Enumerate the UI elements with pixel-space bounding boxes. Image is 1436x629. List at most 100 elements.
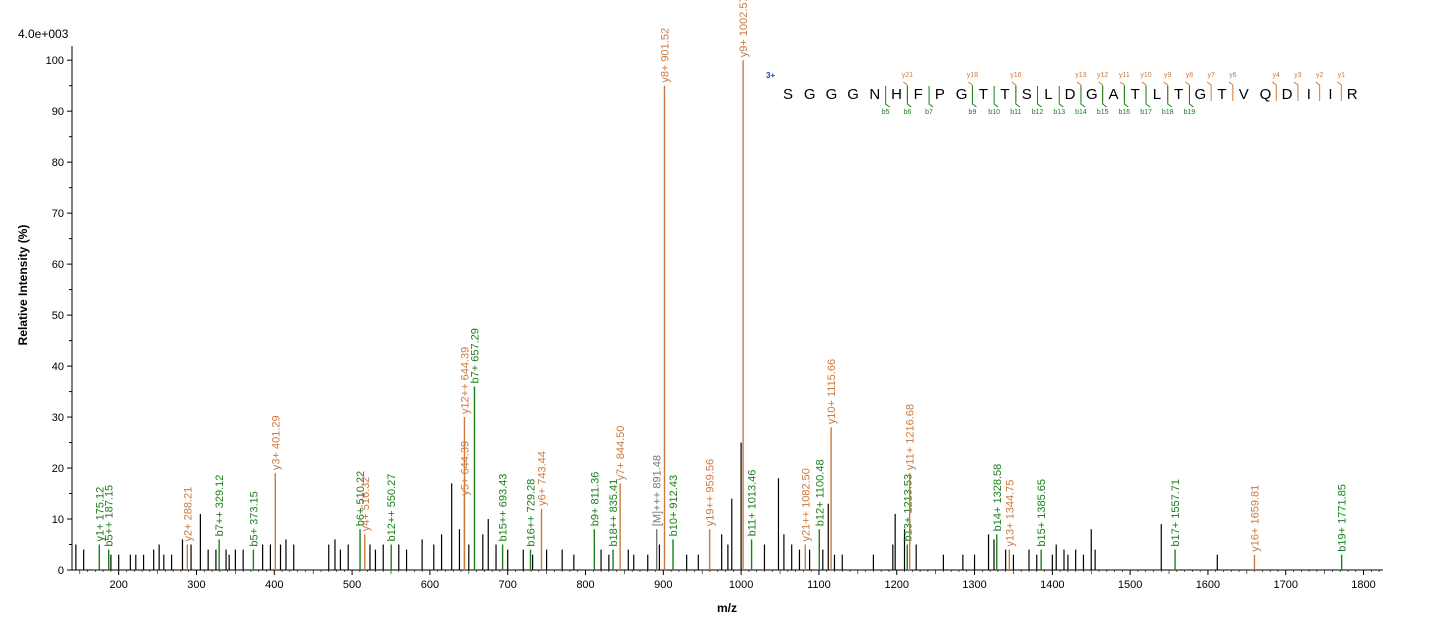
y-ion-label: y9 bbox=[1164, 72, 1172, 79]
sequence-residue: G bbox=[1086, 86, 1098, 103]
y-ion-bracket bbox=[1141, 81, 1147, 101]
b-ion-bracket bbox=[906, 86, 912, 108]
b-ion-bracket bbox=[993, 86, 999, 108]
y-tick-label: 60 bbox=[52, 259, 64, 271]
peak-label: b16++ 729.28 bbox=[525, 479, 537, 547]
b-ion-label: b13 bbox=[1053, 109, 1065, 116]
sequence-residue: I bbox=[1328, 86, 1332, 103]
y-ion-bracket bbox=[1271, 81, 1277, 101]
b-ion-label: b9 bbox=[969, 109, 977, 116]
peak-label: b7+ 657.29 bbox=[469, 328, 481, 383]
y-ion-bracket bbox=[1293, 81, 1299, 101]
x-tick-label: 1700 bbox=[1274, 579, 1298, 591]
y-ion-bracket bbox=[1076, 81, 1082, 101]
x-tick-label: 1300 bbox=[962, 579, 986, 591]
peak-label: b18++ 835.41 bbox=[608, 479, 620, 547]
y-ion-bracket bbox=[1228, 81, 1234, 101]
y-ion-bracket bbox=[1206, 81, 1212, 101]
sequence-residue: T bbox=[1131, 86, 1140, 103]
sequence-residue: T bbox=[979, 86, 988, 103]
x-tick-label: 800 bbox=[576, 579, 594, 591]
x-tick-label: 1600 bbox=[1196, 579, 1220, 591]
sequence-residue: G bbox=[956, 86, 968, 103]
b-ion-label: b10 bbox=[988, 109, 1000, 116]
sequence-residue: R bbox=[1347, 86, 1358, 103]
x-axis-title: m/z bbox=[717, 601, 737, 615]
peak-label: b13+ 1213.53 bbox=[902, 474, 914, 542]
x-tick-label: 900 bbox=[654, 579, 672, 591]
peak-label: b15++ 693.43 bbox=[498, 474, 510, 542]
y-ion-label: y8 bbox=[1186, 72, 1194, 79]
peak-label: y3+ 401.29 bbox=[270, 415, 282, 470]
peak-label: b5+ 373.15 bbox=[248, 491, 260, 546]
y-ion-bracket bbox=[968, 81, 973, 101]
b-ion-bracket bbox=[928, 86, 934, 108]
peak-label: b6+ 510.22 bbox=[355, 471, 367, 526]
peak-label: y12++ 644.39 bbox=[459, 347, 471, 414]
sequence-residue: S bbox=[783, 86, 793, 103]
y-ion-label: y16 bbox=[1010, 72, 1021, 79]
sequence-residue: A bbox=[1108, 86, 1118, 103]
sequence-residue: I bbox=[1307, 86, 1311, 103]
b-ion-label: b19 bbox=[1184, 109, 1196, 116]
y-tick-label: 0 bbox=[58, 565, 64, 577]
x-tick-label: 1100 bbox=[807, 579, 831, 591]
y-tick-label: 80 bbox=[52, 157, 64, 169]
b-ion-label: b6 bbox=[903, 109, 911, 116]
peak-label: b9+ 811.36 bbox=[589, 472, 601, 527]
peak-label: y10+ 1115.66 bbox=[826, 359, 838, 424]
x-tick-label: 500 bbox=[343, 579, 361, 591]
y-tick-label: 40 bbox=[52, 361, 64, 373]
y-ion-bracket bbox=[1120, 81, 1125, 101]
peak-label: y4+ 516.32 bbox=[360, 477, 372, 532]
x-tick-label: 1200 bbox=[884, 579, 908, 591]
b-ion-label: b14 bbox=[1075, 109, 1087, 116]
y-axis-title: Relative Intensity (%) bbox=[16, 225, 30, 346]
peak-label: y13+ 1344.75 bbox=[1004, 480, 1016, 547]
sequence-residue: N bbox=[869, 86, 880, 103]
y-ion-label: y6 bbox=[1229, 72, 1237, 79]
sequence-residue: T bbox=[1174, 86, 1183, 103]
peak-label: b19+ 1771.85 bbox=[1337, 484, 1349, 552]
peak-label: y5+ 644.39 bbox=[459, 441, 471, 496]
y-tick-label: 90 bbox=[52, 106, 64, 118]
sequence-residue: L bbox=[1153, 86, 1161, 103]
sequence-residue: Q bbox=[1260, 86, 1272, 103]
b-ion-bracket bbox=[1080, 86, 1086, 108]
x-tick-label: 700 bbox=[499, 579, 517, 591]
peak-label: y11+ 1216.68 bbox=[905, 404, 917, 470]
b-ion-bracket bbox=[971, 86, 977, 108]
peak-label: y9+ 1002.57 bbox=[738, 0, 750, 57]
y-ion-bracket bbox=[1337, 81, 1342, 101]
y-ion-label: y3 bbox=[1294, 72, 1302, 79]
b-ion-bracket bbox=[1188, 86, 1194, 108]
sequence-residue: P bbox=[935, 86, 945, 103]
peak-label: y7+ 844.50 bbox=[615, 426, 627, 481]
y-ion-label: y12 bbox=[1097, 72, 1108, 79]
y-tick-label: 20 bbox=[52, 463, 64, 475]
b-ion-label: b17 bbox=[1140, 109, 1152, 116]
b-ion-bracket bbox=[1058, 86, 1064, 108]
y-ion-bracket bbox=[1098, 81, 1104, 101]
b-ion-bracket bbox=[1015, 86, 1021, 108]
y-ion-bracket bbox=[1163, 81, 1169, 101]
x-tick-label: 1400 bbox=[1040, 579, 1064, 591]
y-ion-label: y7 bbox=[1207, 72, 1215, 79]
peak-label: b17+ 1557.71 bbox=[1170, 479, 1182, 547]
y-tick-label: 50 bbox=[52, 310, 64, 322]
x-tick-label: 300 bbox=[187, 579, 205, 591]
y-tick-label: 30 bbox=[52, 412, 64, 424]
y-ion-label: y18 bbox=[967, 72, 978, 79]
b-ion-label: b16 bbox=[1119, 109, 1131, 116]
y-ion-bracket bbox=[1011, 81, 1017, 101]
peak-label: b12++ 550.27 bbox=[386, 474, 398, 542]
sequence-residue: G bbox=[804, 86, 816, 103]
sequence-residue: L bbox=[1044, 86, 1052, 103]
plot-area: 0 10 20 30 40 50 60 70 80 90 100 200 300 400 500 600 700… bbox=[46, 0, 1383, 591]
b-ion-bracket bbox=[1145, 86, 1151, 108]
x-tick-label: 1800 bbox=[1351, 579, 1375, 591]
sequence-residue: S bbox=[1022, 86, 1032, 103]
y-ion-label: y13 bbox=[1075, 72, 1086, 79]
